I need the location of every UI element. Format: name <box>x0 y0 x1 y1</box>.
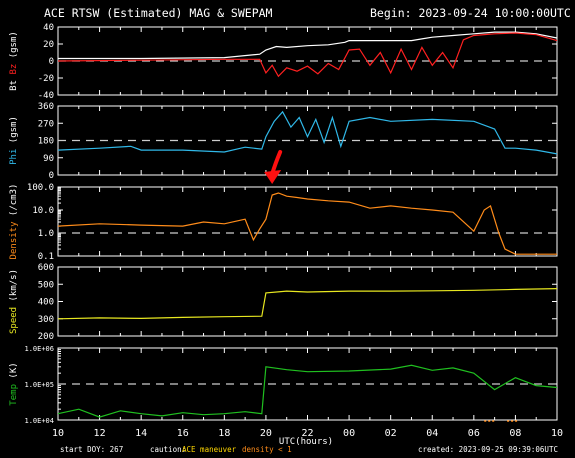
x-axis-label: UTC(hours) <box>279 437 333 447</box>
y-tick-label: 20 <box>43 40 54 50</box>
series-phi-line <box>57 110 558 155</box>
x-tick-label: 06 <box>468 428 480 439</box>
y-tick-label: 300 <box>38 315 54 325</box>
annotation-arrow <box>264 150 283 184</box>
chart-title: ACE RTSW (Estimated) MAG & SWEPAM <box>44 6 273 20</box>
panel-bt_bz: 40 20 0 -20 -40 Bt Bz (gsm) <box>9 23 558 101</box>
y-tick-label: 10.0 <box>32 206 54 216</box>
y-axis-label-part: Speed <box>9 307 19 334</box>
series-speed-line <box>57 288 558 320</box>
x-tick-label: 04 <box>426 428 438 439</box>
y-axis-label-part: (K) <box>9 362 19 384</box>
y-tick-label: 1.0 <box>38 229 54 239</box>
x-tick-label: 00 <box>343 428 355 439</box>
y-tick-label: 600 <box>38 263 54 273</box>
panel-frame <box>57 186 558 257</box>
y-tick-label: 1.0E+04 <box>24 417 54 425</box>
y-tick-label: 40 <box>43 23 54 33</box>
panel-temp: 1.0E+06 1.0E+05 1.0E+04 Temp (K) <box>9 345 558 425</box>
x-tick-label: 22 <box>301 428 313 439</box>
y-tick-label: 270 <box>38 119 54 129</box>
start-doy: start DOY: 267 <box>60 445 124 454</box>
y-axis-label-part: (km/s) <box>9 269 19 307</box>
x-tick-label: 02 <box>385 428 397 439</box>
x-tick-label: 08 <box>509 428 521 439</box>
y-tick-label: 400 <box>38 298 54 308</box>
series-temp-line <box>57 364 558 418</box>
x-tick-label: 10 <box>52 428 64 439</box>
y-tick-label: 360 <box>38 102 54 112</box>
y-tick-label: -40 <box>38 91 54 101</box>
x-tick-label: 20 <box>260 428 272 439</box>
panel-phi: 360 270 180 90 0 Phi (gsm) <box>9 102 558 181</box>
y-axis-label-part: Bt <box>9 80 19 91</box>
y-axis-label-part: Phi <box>9 149 19 165</box>
created-time: created: 2023-09-25 09:39:06UTC <box>418 445 558 454</box>
y-tick-label: -20 <box>38 74 54 84</box>
panel-speed: 600 500 400 300 200 Speed (km/s) <box>9 263 558 342</box>
y-tick-label: 1.0E+05 <box>24 381 54 389</box>
y-axis-label-part: (/cm3) <box>9 184 19 222</box>
y-axis-label: Temp (K) <box>9 362 19 405</box>
x-tick-label: 18 <box>218 428 230 439</box>
y-axis-label: Density (/cm3) <box>9 184 19 260</box>
y-axis-label-part: (gsm) <box>9 116 19 149</box>
y-axis-label-part: (gsm) <box>9 31 19 64</box>
y-tick-label: 0 <box>49 57 54 67</box>
x-tick-label: 16 <box>177 428 189 439</box>
x-tick-label: 12 <box>94 428 106 439</box>
series-bt-line <box>58 31 558 60</box>
x-tick-label: 10 <box>551 428 563 439</box>
arrow-head <box>264 170 282 184</box>
begin-time: Begin: 2023-09-24 10:00:00UTC <box>370 6 571 20</box>
series-bz-line <box>57 32 558 78</box>
caution-label: caution: <box>150 445 187 454</box>
y-axis-label-part: Density <box>9 221 19 260</box>
density-note: density < 1 <box>242 445 292 454</box>
y-tick-label: 0 <box>49 171 54 181</box>
y-tick-label: 100.0 <box>27 183 54 193</box>
y-axis-label-part: Bz <box>9 64 19 80</box>
y-tick-label: 90 <box>43 154 54 164</box>
x-tick-label: 14 <box>135 428 147 439</box>
y-tick-label: 0.1 <box>38 252 54 262</box>
y-tick-label: 180 <box>38 137 54 147</box>
y-axis-label: Bt Bz (gsm) <box>9 31 19 91</box>
y-axis-label: Speed (km/s) <box>9 269 19 334</box>
y-axis-label-part: Temp <box>9 384 19 406</box>
panel-density: 100.0 10.0 1.0 0.1 Density (/cm3) <box>9 183 558 262</box>
panel-frame <box>57 266 558 337</box>
series-density-line <box>57 192 557 255</box>
y-tick-label: 200 <box>38 332 54 342</box>
y-tick-label: 500 <box>38 280 54 290</box>
y-tick-label: 1.0E+06 <box>24 345 54 353</box>
maneuver-note: ACE maneuver <box>182 445 237 454</box>
y-axis-label: Phi (gsm) <box>9 116 19 165</box>
